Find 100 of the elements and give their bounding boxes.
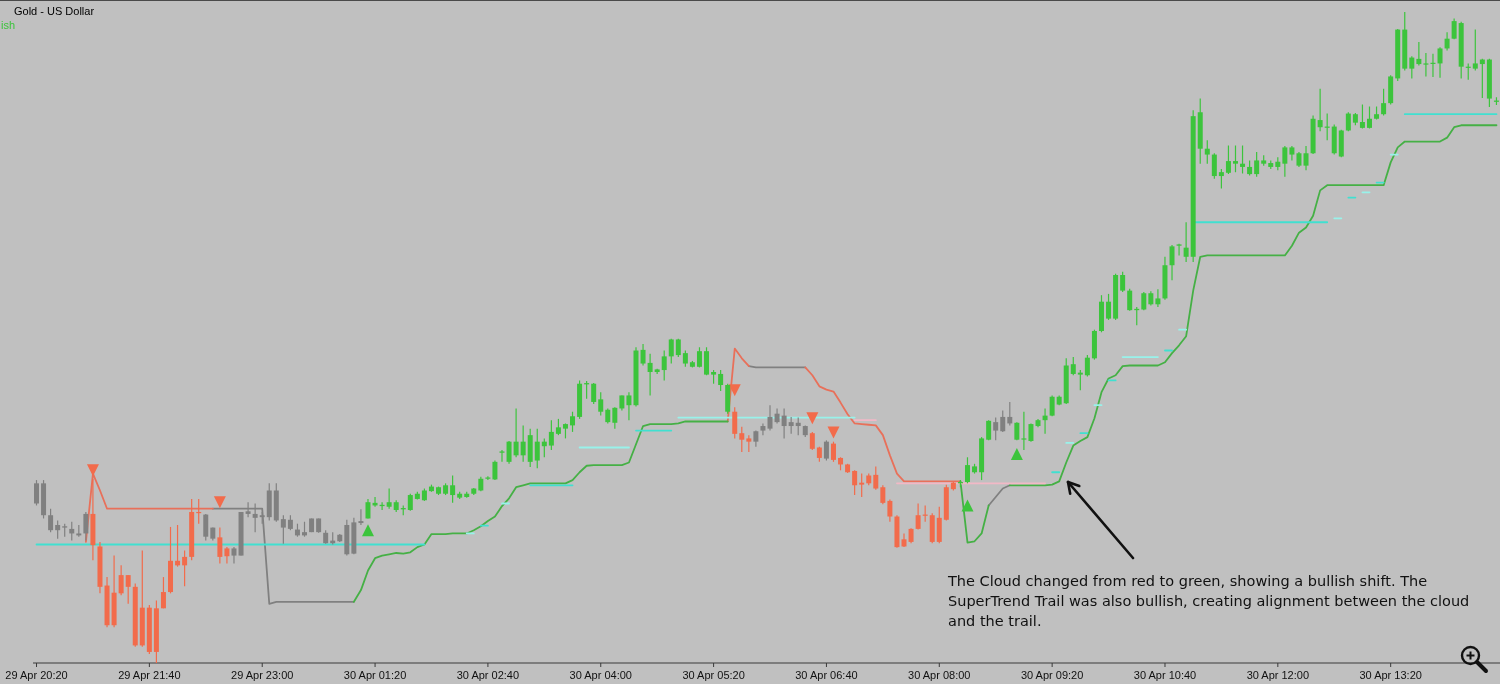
candlestick [1345,111,1351,132]
candlestick [732,406,738,439]
candlestick [1359,103,1365,130]
candlestick [1444,31,1450,52]
candlestick [1070,356,1076,376]
point [362,524,375,537]
candlestick [534,428,540,469]
x-tick-label: 29 Apr 20:20 [5,669,68,681]
candlestick [718,369,724,392]
candlestick [492,459,498,481]
candlestick [591,382,597,405]
candlestick [1472,28,1478,72]
candlestick [873,465,879,491]
candlestick [125,574,131,605]
x-tick-label: 30 Apr 13:20 [1359,669,1422,681]
candlestick [513,407,519,458]
candlestick [964,456,970,484]
candlestick [217,526,223,564]
x-tick-label: 30 Apr 12:00 [1246,669,1310,681]
candlestick [887,499,893,523]
candlestick [1416,41,1422,66]
candlestick [1437,46,1443,79]
x-tick-label: 30 Apr 01:20 [343,669,407,681]
candlestick [668,338,674,365]
candlestick [760,422,766,436]
candlestick [160,576,166,609]
candlestick [1381,88,1387,117]
text: ish [1,19,16,31]
point [86,464,99,477]
candlestick [823,439,829,462]
candlestick [1007,401,1013,426]
candlestick [830,441,836,463]
candlestick [1282,145,1288,178]
candlestick [386,487,392,510]
candlestick [506,440,512,465]
candlestick [450,474,456,504]
candlestick [1183,221,1189,263]
candlestick [1211,152,1217,180]
candlestick [570,411,576,433]
candlestick [182,549,188,587]
candlestick [1169,244,1175,281]
candlestick [1225,144,1231,175]
candlestick [252,502,258,533]
candlestick [1120,271,1126,293]
x-tick-label: 29 Apr 23:00 [231,669,294,681]
candlestick [1254,151,1260,178]
candlestick [1021,411,1027,451]
point [213,496,226,509]
candlestick [767,404,773,432]
x-tick-label: 30 Apr 04:00 [569,669,632,681]
candlestick [1176,243,1182,257]
candlestick [34,479,39,507]
annotation: The Cloud changed from red to green, showing a bullish shift. The SuperTrend Trail was also bullish, creating alignment between the cloud and the trail. [948,572,1471,631]
candlestick [1232,144,1238,173]
candlestick [739,426,745,453]
candlestick [1218,168,1224,190]
point [806,412,819,425]
candlestick [1367,105,1372,130]
candlestick [280,514,286,545]
x-tick-label: 30 Apr 06:40 [795,669,858,681]
candlestick [626,391,632,421]
candlestick [781,407,787,439]
point [961,499,974,512]
candlestick [915,502,921,531]
candlestick [1106,293,1112,321]
candlestick [83,511,89,542]
candlestick [520,424,526,463]
candlestick [993,416,999,441]
candlestick [1000,409,1006,433]
candlestick [704,346,710,376]
candlestick [548,419,554,451]
x-tick-label: 30 Apr 10:40 [1133,669,1197,681]
candlestick [245,501,251,518]
candlestick [1317,88,1323,132]
x-tick-label: 30 Apr 08:00 [908,669,971,681]
candlestick [647,353,653,397]
candlestick [809,431,815,451]
candlestick [859,472,865,498]
candlestick [1155,288,1161,308]
candlestick [1077,369,1083,391]
candlestick [1127,288,1133,312]
x-tick-label: 30 Apr 09:20 [1020,669,1084,681]
candlestick [880,484,886,505]
candlestick [1204,139,1210,165]
x-tick-label: 30 Apr 05:20 [682,669,745,681]
candlestick [1084,354,1090,378]
chart-title: Gold - US Dollar [14,5,95,17]
candlestick [852,469,858,496]
candlestick [55,519,61,540]
candlestick [612,406,618,430]
x-tick-label: 29 Apr 21:40 [118,669,181,681]
point [1010,448,1023,461]
candlestick [640,343,646,367]
candlestick [1423,52,1429,78]
point [827,426,840,439]
candlestick [203,513,209,542]
candlestick [1303,145,1309,171]
candlestick [1028,422,1034,443]
candlestick [118,564,124,596]
candlestick [1409,55,1415,79]
